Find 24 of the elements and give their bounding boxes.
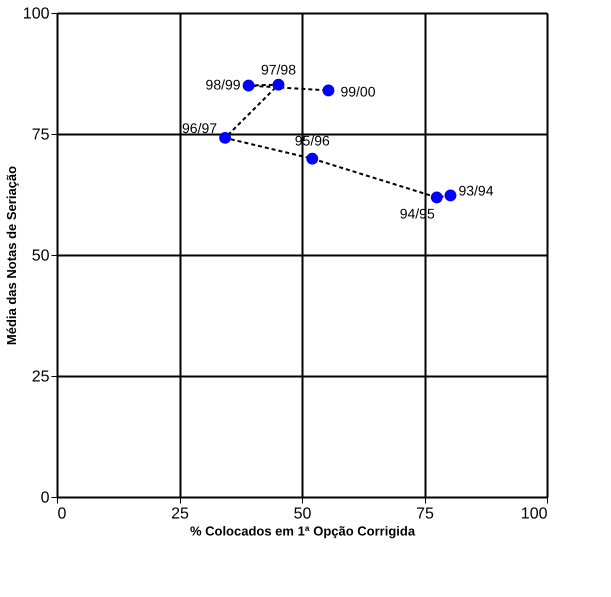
data-label: 97/98 [260,62,296,78]
y-tick-label: 50 [32,248,50,264]
x-axis-title: % Colocados em 1ª Opção Corrigida [190,524,416,538]
x-tick-label: 100 [520,506,548,522]
x-tick-label: 25 [171,506,189,522]
y-tick-label: 100 [22,6,50,22]
point [430,192,443,204]
data-label: 96/97 [182,120,218,136]
point [306,152,318,165]
data-label: 98/99 [206,76,241,93]
y-tick-label: 25 [32,368,50,386]
y-tick-label: 75 [32,126,50,144]
data-label: 99/00 [340,83,376,100]
point [322,84,334,96]
x-tick-label: 0 [58,506,66,522]
point [272,78,284,91]
y-axis-title: Média das Notas de Seriação [4,166,19,346]
point [444,190,456,202]
y-tick-label: 0 [40,490,50,506]
data-label: 93/94 [458,182,494,198]
point [219,132,231,144]
x-tick-label: 50 [294,506,312,522]
x-tick-label: 75 [416,506,434,522]
point [242,80,255,92]
